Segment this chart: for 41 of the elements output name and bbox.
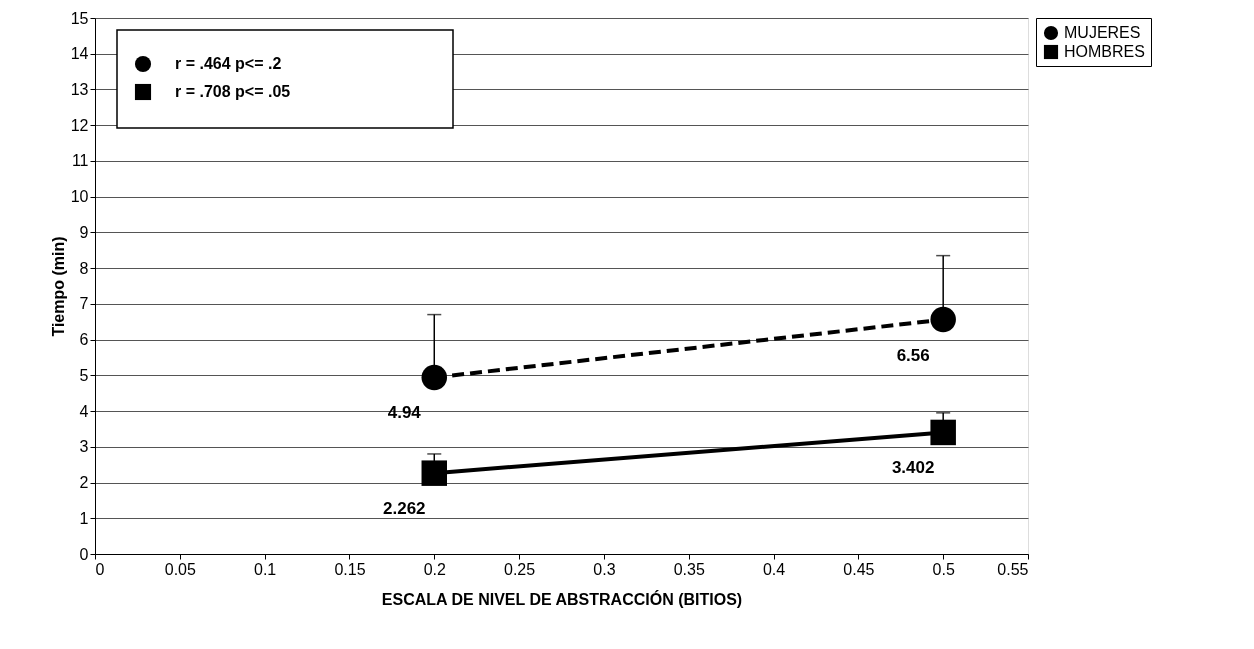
data-label: 3.402 — [891, 458, 935, 478]
x-tick-label: 0.25 — [504, 560, 536, 578]
legend-label: MUJERES — [1064, 24, 1141, 41]
y-tick-label: 11 — [71, 152, 89, 170]
y-tick-label: 10 — [70, 188, 89, 206]
data-label: 2.262 — [383, 499, 426, 519]
annotation: r = .708 p<= .05 — [175, 83, 291, 100]
point — [421, 460, 448, 486]
annotation: r = .464 p<= .2 — [175, 55, 282, 72]
x-tick-label: 0.1 — [254, 560, 277, 578]
x-tick-label: 0.35 — [673, 560, 705, 578]
x-tick-label: 0.55 — [997, 560, 1029, 578]
y-tick-label: 9 — [79, 223, 89, 241]
x-tick-label: 0.4 — [762, 560, 786, 578]
y-tick-label: 3 — [79, 438, 89, 456]
y-tick-label: 2 — [79, 474, 89, 492]
x-tick-label: 0.2 — [423, 560, 446, 578]
x-tick-label: 0.45 — [843, 560, 875, 578]
y-tick-label: 4 — [79, 402, 89, 420]
y-tick-label: 6 — [79, 331, 89, 349]
x-tick-label: 0.3 — [593, 560, 616, 578]
y-axis-title: Tiempo (min) — [49, 236, 67, 337]
y-tick-label: 12 — [70, 116, 89, 134]
y-tick-label: 7 — [79, 295, 89, 313]
data-label: 6.56 — [896, 345, 930, 365]
x-tick-label: 0.05 — [164, 560, 196, 578]
legend-label: HOMBRES — [1064, 43, 1145, 60]
y-tick-label: 8 — [79, 259, 89, 277]
x-tick-label: 0.15 — [334, 560, 366, 578]
x-tick-label: 0.5 — [932, 560, 955, 578]
y-tick-label: 14 — [70, 45, 89, 63]
y-tick-label: 1 — [79, 509, 89, 527]
point — [930, 419, 956, 446]
x-tick-label: 0 — [95, 560, 105, 578]
y-tick-label: 13 — [70, 80, 89, 98]
point — [930, 306, 956, 333]
x-axis-title: ESCALA DE NIVEL DE ABSTRACCIÓN (BITIOS) — [381, 589, 743, 608]
y-tick-label: 5 — [79, 366, 89, 384]
y-tick-label: 15 — [70, 9, 89, 27]
point — [421, 364, 448, 391]
y-tick-label: 0 — [79, 545, 89, 563]
